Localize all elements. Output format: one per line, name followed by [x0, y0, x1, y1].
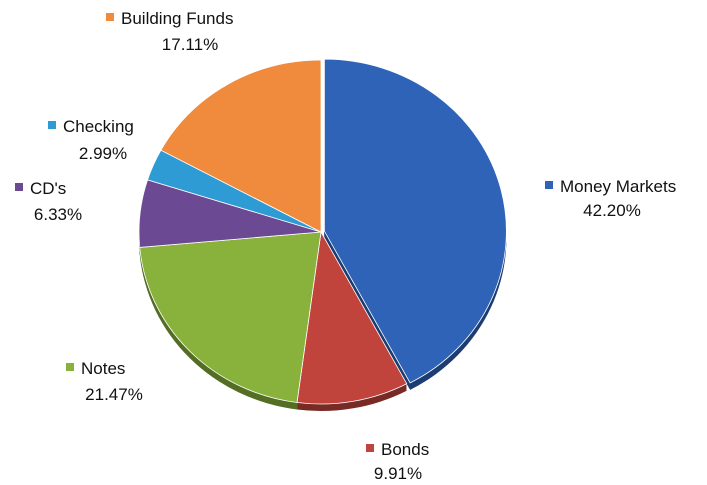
- legend-marker: [366, 444, 374, 452]
- slice-label-percent: 21.47%: [85, 385, 143, 404]
- slice-label-percent: 17.11%: [162, 35, 218, 54]
- slice-label-name: Money Markets: [560, 177, 676, 196]
- slice-label-percent: 6.33%: [34, 205, 82, 224]
- slice-label-percent: 9.91%: [374, 464, 422, 483]
- pie-slice-building-funds: [160, 59, 322, 233]
- slice-label-percent: 42.20%: [583, 201, 641, 220]
- pie-slices: [138, 58, 507, 405]
- pie-slice-notes: [139, 231, 322, 403]
- slice-label-percent: 2.99%: [79, 144, 127, 163]
- legend-marker: [48, 121, 56, 129]
- slice-labels: Money Markets 42.20% Bonds 9.91% Notes 21.47%…: [15, 9, 676, 483]
- legend-marker: [545, 181, 553, 189]
- slice-label-name: Notes: [81, 359, 125, 378]
- slice-label-name: Building Funds: [121, 9, 233, 28]
- pie-slice-bonds: [296, 230, 408, 405]
- legend-marker: [66, 363, 74, 371]
- pie-slice-money-markets: [323, 58, 507, 384]
- slice-label-name: CD's: [30, 179, 66, 198]
- slice-label-name: Checking: [63, 117, 134, 136]
- slice-label-name: Bonds: [381, 440, 429, 459]
- legend-marker: [106, 13, 114, 21]
- legend-marker: [15, 183, 23, 191]
